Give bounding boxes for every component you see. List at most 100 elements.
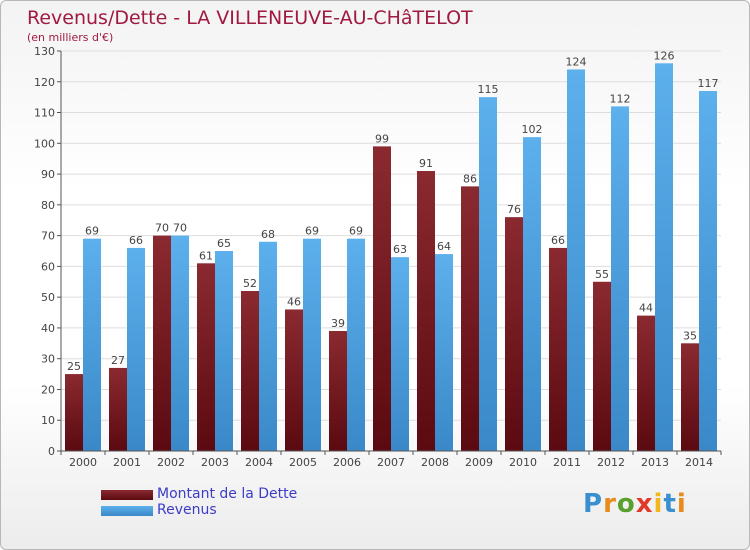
- bar-debt: [681, 343, 699, 451]
- data-label-revenus: 64: [437, 240, 451, 253]
- x-tick-label: 2004: [245, 456, 273, 469]
- proxiti-logo: Proxiti: [583, 489, 687, 519]
- data-label-revenus: 69: [305, 225, 319, 238]
- bar-revenus: [611, 106, 629, 451]
- bar-debt: [505, 217, 523, 451]
- logo-letter: o: [616, 489, 636, 519]
- legend-label-revenus: Revenus: [157, 502, 217, 518]
- y-tick-label: 70: [41, 230, 55, 243]
- data-label-revenus: 68: [261, 228, 275, 241]
- data-label-debt: 25: [67, 360, 81, 373]
- x-tick-label: 2007: [377, 456, 405, 469]
- data-label-revenus: 102: [522, 123, 543, 136]
- data-label-debt: 55: [595, 268, 609, 281]
- data-label-revenus: 69: [349, 225, 363, 238]
- logo-letter: t: [663, 489, 677, 519]
- data-label-revenus: 112: [610, 92, 631, 105]
- x-tick-label: 2011: [553, 456, 581, 469]
- x-tick-label: 2014: [685, 456, 713, 469]
- x-tick-label: 2003: [201, 456, 229, 469]
- x-tick-label: 2002: [157, 456, 185, 469]
- y-tick-label: 0: [48, 445, 55, 458]
- data-label-debt: 44: [639, 302, 653, 315]
- bar-revenus: [435, 254, 453, 451]
- bar-revenus: [259, 241, 277, 451]
- data-label-debt: 52: [243, 277, 257, 290]
- data-label-revenus: 66: [129, 234, 143, 247]
- legend-swatch-debt: [101, 490, 153, 500]
- bar-revenus: [347, 238, 365, 451]
- bar-revenus: [479, 97, 497, 452]
- x-tick-label: 2008: [421, 456, 449, 469]
- y-tick-label: 50: [41, 291, 55, 304]
- bar-revenus: [699, 91, 717, 451]
- bar-debt: [637, 315, 655, 451]
- data-labels: 25 69 27 66 70 70 61 65 52 68 46 69 39 69 99 63 91 64 86 11…: [67, 49, 719, 373]
- y-tick-label: 90: [41, 168, 55, 181]
- data-label-revenus: 69: [85, 225, 99, 238]
- chart-title: Revenus/Dette - LA VILLENEUVE-AU-CHâTELO…: [27, 7, 473, 29]
- bar-revenus: [303, 238, 321, 451]
- bar-revenus: [523, 137, 541, 451]
- data-label-debt: 61: [199, 249, 213, 262]
- y-tick-label: 110: [34, 107, 55, 120]
- y-tick-label: 130: [34, 45, 55, 58]
- legend-label-debt: Montant de la Dette: [157, 486, 298, 502]
- x-tick-label: 2012: [597, 456, 625, 469]
- data-label-revenus: 126: [654, 49, 675, 62]
- x-tick-label: 2001: [113, 456, 141, 469]
- bar-debt: [549, 247, 567, 451]
- data-label-revenus: 115: [478, 83, 499, 96]
- x-tick-label: 2000: [69, 456, 97, 469]
- x-tick-label: 2006: [333, 456, 361, 469]
- bar-debt: [241, 291, 259, 451]
- bar-debt: [197, 263, 215, 451]
- data-label-revenus: 65: [217, 237, 231, 250]
- bar-debt: [373, 146, 391, 451]
- x-axis-ticks: 2000 2001 2002 2003 2004 2005 2006 2007 2008 2009…: [60, 451, 722, 469]
- y-tick-label: 30: [41, 353, 55, 366]
- x-tick-label: 2005: [289, 456, 317, 469]
- data-label-revenus: 117: [698, 77, 719, 90]
- logo-letter: i: [653, 489, 664, 519]
- data-label-revenus: 63: [393, 243, 407, 256]
- bar-revenus: [83, 238, 101, 451]
- bar-debt: [461, 186, 479, 451]
- axes: [60, 51, 721, 452]
- data-label-debt: 66: [551, 234, 565, 247]
- data-label-debt: 27: [111, 354, 125, 367]
- bar-revenus: [391, 257, 409, 451]
- bar-debt: [109, 367, 127, 451]
- data-label-debt: 39: [331, 317, 345, 330]
- bar-revenus: [655, 63, 673, 452]
- x-tick-label: 2009: [465, 456, 493, 469]
- logo-letter: x: [635, 489, 654, 519]
- bar-debt: [65, 374, 83, 451]
- bar-debt: [417, 171, 435, 451]
- bar-revenus: [567, 69, 585, 451]
- logo-letter: r: [603, 489, 617, 519]
- bar-debt: [153, 235, 171, 451]
- y-tick-label: 10: [41, 414, 55, 427]
- chart-subtitle: (en milliers d'€): [27, 31, 114, 44]
- y-tick-label: 20: [41, 383, 55, 396]
- data-label-revenus: 70: [173, 222, 187, 235]
- data-label-revenus: 124: [566, 55, 587, 68]
- data-label-debt: 86: [463, 172, 477, 185]
- data-label-debt: 70: [155, 222, 169, 235]
- data-label-debt: 35: [683, 329, 697, 342]
- y-tick-label: 80: [41, 199, 55, 212]
- y-axis-ticks: 0 10 20 30 40 50 60 70 80 90 100 110 120 130: [34, 45, 61, 458]
- bar-revenus: [171, 235, 189, 451]
- y-tick-label: 60: [41, 260, 55, 273]
- bar-revenus: [215, 251, 233, 451]
- bar-debt: [593, 281, 611, 451]
- logo-letter: P: [583, 489, 604, 519]
- y-tick-label: 120: [34, 76, 55, 89]
- data-label-debt: 76: [507, 203, 521, 216]
- bars: [65, 63, 717, 452]
- x-tick-label: 2013: [641, 456, 669, 469]
- data-label-debt: 99: [375, 132, 389, 145]
